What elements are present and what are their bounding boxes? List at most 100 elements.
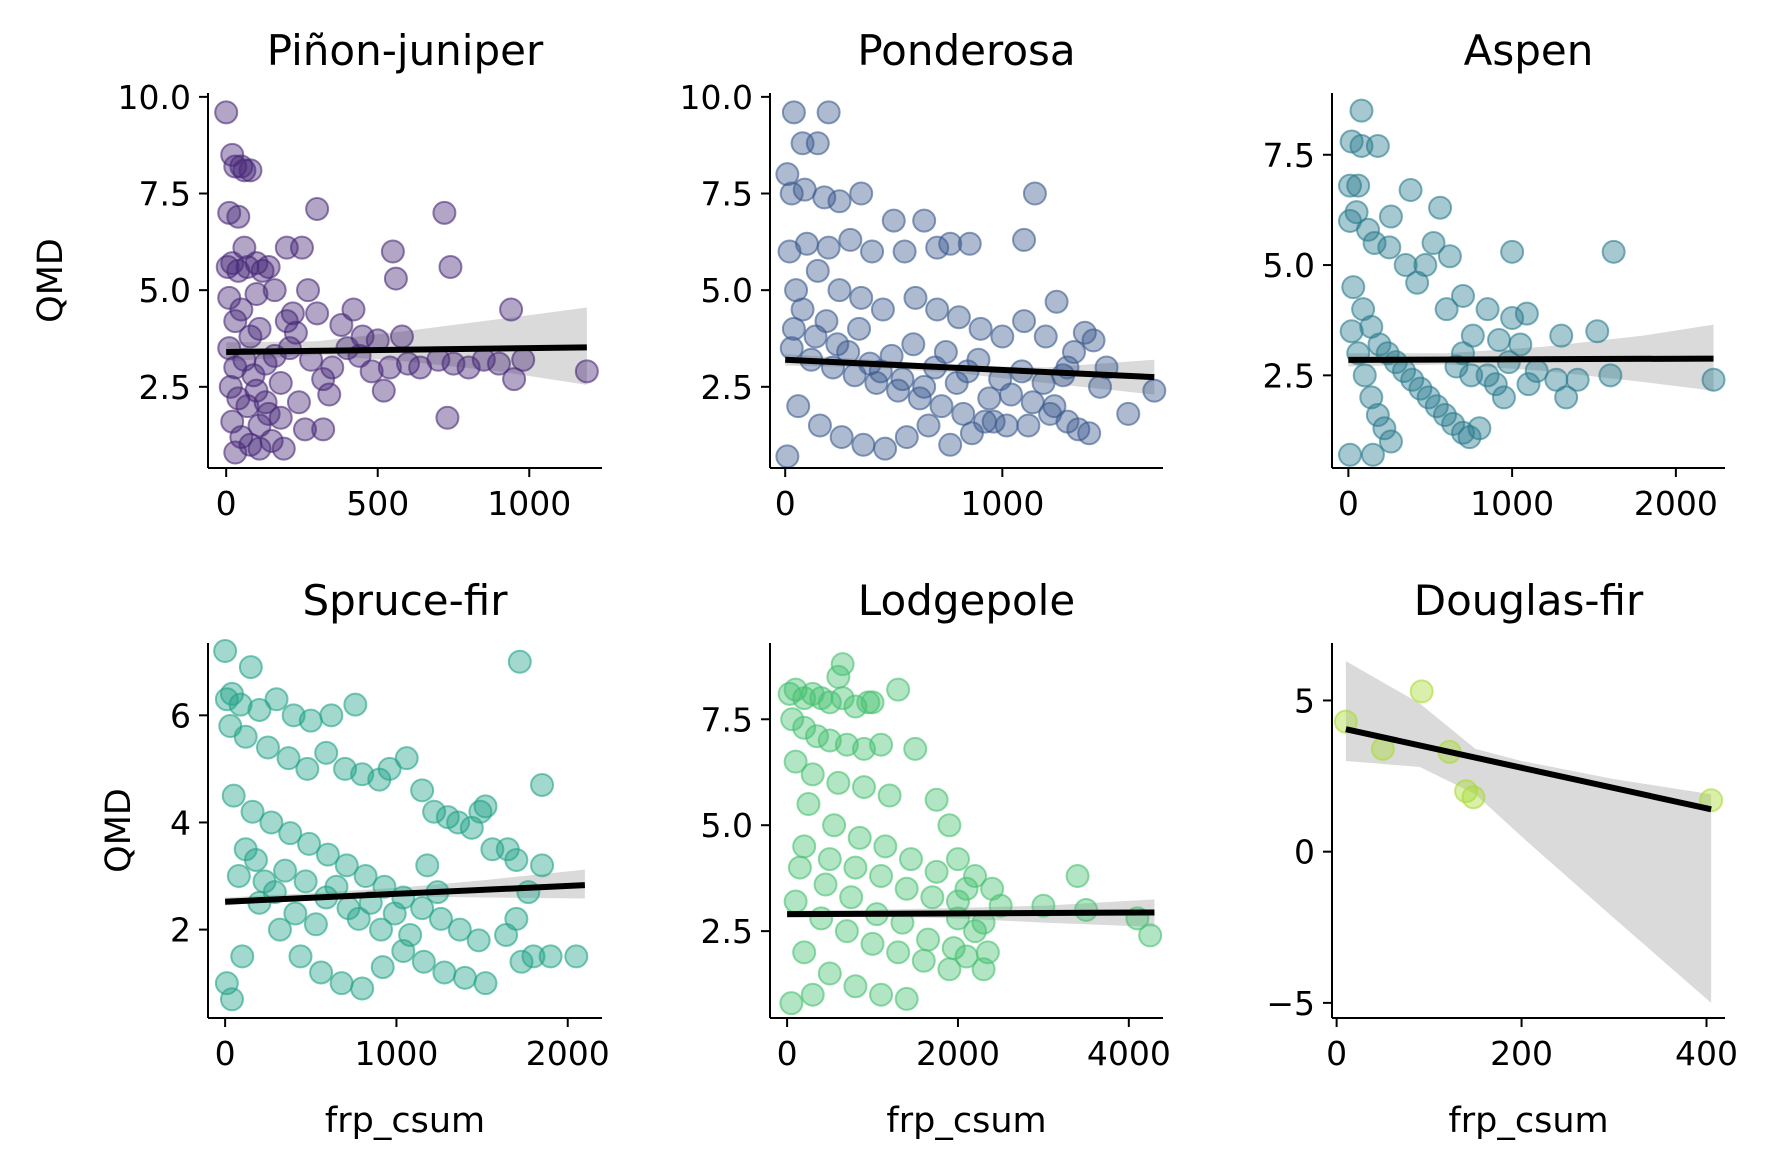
- scatter-point: [521, 944, 546, 969]
- y-tick-label: 2.5: [139, 368, 191, 407]
- scatter-point: [827, 278, 852, 303]
- scatter-point: [805, 131, 830, 156]
- scatter-point: [350, 976, 375, 1001]
- scatter-point: [925, 235, 950, 260]
- scatter-point: [959, 421, 984, 446]
- y-tick-label: 7.5: [1263, 136, 1315, 175]
- y-tick-label: 10.0: [680, 78, 753, 117]
- scatter-point: [1142, 378, 1167, 403]
- scatter-point: [229, 297, 254, 322]
- scatter-point: [228, 692, 253, 717]
- scatter-point: [1601, 239, 1626, 264]
- scatter-point: [929, 394, 954, 419]
- scatter-point: [334, 853, 359, 878]
- scatter-point: [981, 409, 1006, 434]
- scatter-point: [860, 931, 885, 956]
- scatter-point: [800, 982, 825, 1007]
- scatter-point: [792, 940, 817, 965]
- scatter-point: [370, 955, 395, 980]
- scatter-point: [411, 949, 436, 974]
- scatter-point: [564, 944, 589, 969]
- scatter-point: [1341, 275, 1366, 300]
- regression-line: [1345, 726, 1712, 813]
- scatter-point: [214, 100, 239, 125]
- scatter-point: [796, 792, 821, 817]
- y-tick-label: 6: [170, 696, 191, 735]
- scatter-point: [843, 855, 868, 880]
- scatter-point: [877, 783, 902, 808]
- scatter-point: [779, 991, 804, 1016]
- scatter-point: [329, 971, 354, 996]
- scatter-point: [309, 960, 334, 985]
- scatter-point: [447, 917, 472, 942]
- scatter-point: [346, 906, 371, 931]
- regression-line: [1348, 355, 1714, 363]
- scatter-point: [781, 100, 806, 125]
- scatter-point: [377, 355, 402, 380]
- scatter-point: [786, 394, 811, 419]
- y-axis-label: QMD: [31, 238, 71, 323]
- scatter-point: [1338, 173, 1363, 198]
- scatter-point: [1467, 416, 1492, 441]
- scatter-point: [794, 231, 819, 256]
- subplot-title: Lodgepole: [858, 576, 1075, 625]
- scatter-point: [941, 936, 966, 961]
- scatter-point: [1012, 309, 1037, 334]
- scatter-point: [1451, 283, 1475, 308]
- scatter-point: [1116, 401, 1141, 426]
- scatter-point: [894, 425, 919, 450]
- subplot-2: Aspen 0 1000 2000 2.5 5.0 7.5: [1263, 26, 1726, 523]
- scatter-point: [394, 746, 419, 771]
- scatter-point: [779, 181, 804, 206]
- scatter-point: [860, 239, 885, 264]
- scatter-point: [511, 347, 536, 372]
- scatter-point: [1400, 367, 1425, 392]
- scatter-point: [504, 847, 529, 872]
- scatter-point: [410, 778, 435, 803]
- scatter-point: [256, 254, 281, 279]
- x-tick-label: 200: [1490, 1034, 1553, 1073]
- scatter-point: [247, 413, 272, 438]
- scatter-point: [830, 652, 855, 677]
- y-tick-label: −5: [1266, 984, 1315, 1023]
- scatter-point: [223, 440, 248, 465]
- scatter-point: [292, 417, 317, 442]
- scatter-point: [1424, 394, 1449, 419]
- scatter-point: [233, 724, 258, 749]
- scatter-point: [1500, 239, 1525, 264]
- scatter-point: [369, 917, 394, 942]
- scatter-point: [432, 200, 457, 225]
- scatter-point: [894, 876, 919, 901]
- scatter-point: [1475, 297, 1500, 322]
- scatter-point: [422, 799, 447, 824]
- scatter-point: [903, 736, 928, 761]
- scatter-point: [1378, 204, 1403, 229]
- scatter-point: [817, 847, 842, 872]
- scatter-point: [890, 367, 915, 392]
- y-tick-label: 0: [1294, 833, 1315, 872]
- scatter-point: [1360, 442, 1385, 467]
- scatter-point: [504, 906, 529, 931]
- scatter-point: [428, 906, 453, 931]
- scatter-point: [775, 162, 800, 187]
- scatter-point: [1065, 864, 1090, 889]
- scatter-point: [1346, 173, 1371, 198]
- scatter-point: [1554, 385, 1579, 410]
- scatter-point: [847, 316, 872, 341]
- x-axis-label: frp_csum: [886, 1101, 1046, 1141]
- scatter-point: [383, 266, 408, 291]
- scatter-point: [244, 282, 269, 307]
- scatter-point: [903, 285, 928, 310]
- scatter-point: [247, 316, 272, 341]
- scatter-point: [276, 746, 301, 771]
- scatter-point: [851, 432, 876, 457]
- subplot-3: Spruce-fir 0 1000 2000 2 4 6 QMD frp_csum: [99, 576, 610, 1141]
- scatter-point: [218, 374, 243, 399]
- scatter-point: [341, 297, 366, 322]
- scatter-point: [389, 324, 414, 349]
- x-axis-label: frp_csum: [325, 1101, 485, 1141]
- scatter-point: [538, 944, 563, 969]
- regression-line: [226, 344, 587, 356]
- scatter-point: [1338, 442, 1363, 467]
- scatter-point: [1516, 372, 1541, 397]
